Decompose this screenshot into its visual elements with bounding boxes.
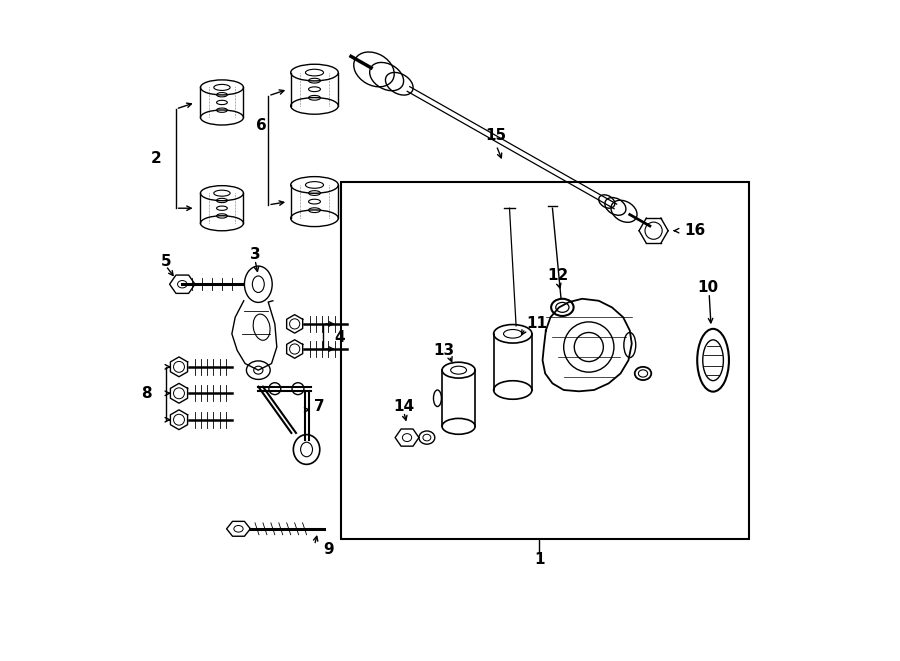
Text: 16: 16 xyxy=(685,223,706,238)
Text: 11: 11 xyxy=(526,317,547,331)
Text: 1: 1 xyxy=(534,553,544,567)
Text: 8: 8 xyxy=(140,386,151,401)
Text: 3: 3 xyxy=(249,247,260,262)
Text: 14: 14 xyxy=(393,399,414,414)
Text: 13: 13 xyxy=(433,343,454,358)
Bar xyxy=(341,182,750,539)
Text: 15: 15 xyxy=(486,128,507,143)
Text: 7: 7 xyxy=(314,399,325,414)
Text: 4: 4 xyxy=(334,330,345,344)
Text: 6: 6 xyxy=(256,118,267,133)
Text: 5: 5 xyxy=(160,254,171,268)
Text: 12: 12 xyxy=(548,268,569,283)
Text: 9: 9 xyxy=(323,543,334,557)
Text: 2: 2 xyxy=(150,151,161,166)
Text: 10: 10 xyxy=(698,280,718,295)
